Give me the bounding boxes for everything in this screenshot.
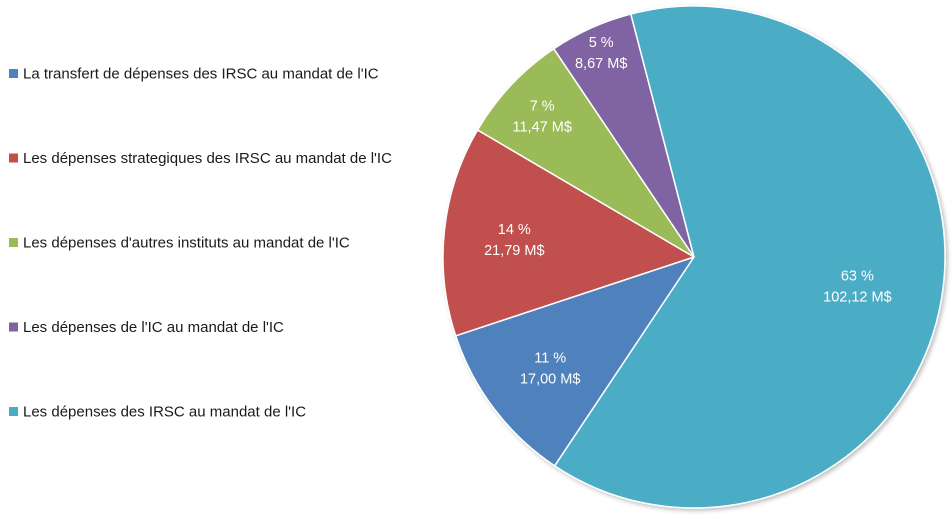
slice-percent-label: 5 % — [589, 35, 614, 51]
legend-entry: Les dépenses des IRSC au mandat de l'IC — [23, 404, 306, 421]
slice-percent-label: 63 % — [841, 269, 874, 285]
pie-slices — [442, 5, 946, 509]
legend-entry: Les dépenses strategiques des IRSC au ma… — [23, 150, 392, 167]
slice-value-label: 102,12 M$ — [823, 290, 892, 306]
legend-swatch — [9, 407, 18, 416]
slice-percent-label: 14 % — [498, 222, 531, 238]
pie-slice-3 — [476, 47, 695, 258]
pie-slice-5 — [553, 5, 946, 509]
pie-slice-2 — [442, 128, 696, 337]
chart-legend: La transfert de dépenses des IRSC au man… — [9, 66, 392, 421]
legend-entry: Les dépenses d'autres instituts au manda… — [23, 235, 350, 252]
slice-percent-label: 11 % — [534, 351, 566, 367]
legend-swatch — [9, 153, 18, 163]
slice-value-label: 8,67 M$ — [575, 56, 627, 72]
legend-swatch — [9, 238, 18, 247]
slice-value-label: 17,00 M$ — [520, 372, 580, 388]
slice-labels: 11 % 17,00 M$ 14 % 21,79 M$ 7 % 11,47 M$ 5 % 8,… — [484, 35, 892, 387]
slice-percent-label: 7 % — [530, 98, 555, 114]
legend-swatch — [9, 69, 18, 78]
legend-entry: Les dépenses de l'IC au mandat de l'IC — [23, 319, 284, 336]
pie-slice-1 — [454, 255, 696, 467]
legend-swatch — [9, 322, 18, 332]
legend-entry: La transfert de dépenses des IRSC au man… — [23, 66, 379, 83]
slice-value-label: 21,79 M$ — [484, 243, 544, 259]
slice-value-label: 11,47 M$ — [513, 119, 572, 135]
